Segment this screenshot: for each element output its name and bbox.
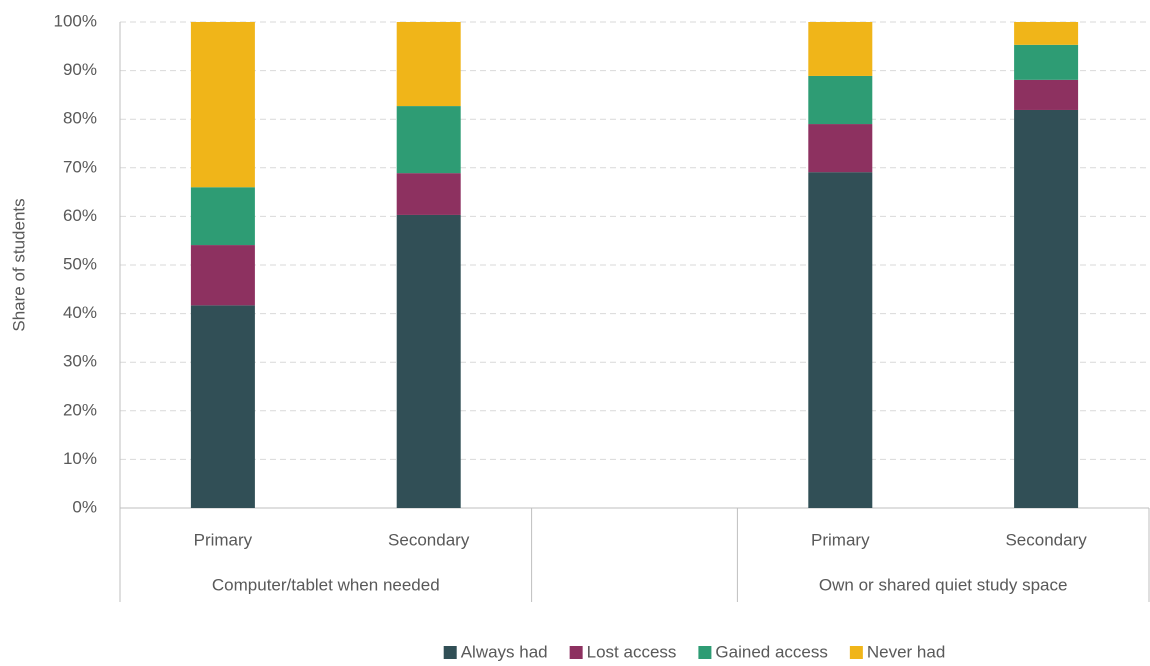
legend-swatch [698, 646, 712, 659]
y-tick-label: 90% [63, 60, 97, 79]
y-tick-label: 100% [54, 11, 97, 30]
bar-segment [190, 305, 255, 508]
bar-segment [1014, 44, 1079, 80]
x-tick-label: Secondary [1005, 530, 1087, 549]
x-tick-label: Primary [811, 530, 870, 549]
legend-label: Never had [867, 642, 945, 661]
y-tick-label: 10% [63, 449, 97, 468]
bar-segment [1014, 79, 1079, 110]
bar-segment [808, 124, 873, 173]
bar-segment [396, 214, 461, 508]
y-tick-label: 30% [63, 352, 97, 371]
x-tick-label: Secondary [388, 530, 470, 549]
legend-label: Lost access [587, 642, 677, 661]
x-tick-label: Primary [194, 530, 253, 549]
y-tick-label: 40% [63, 303, 97, 322]
bar-segment [808, 172, 873, 508]
bar-segment [1014, 22, 1079, 45]
y-tick-label: 20% [63, 400, 97, 419]
group-label: Computer/tablet when needed [212, 575, 440, 594]
y-tick-label: 0% [72, 497, 97, 516]
bar-segment [190, 245, 255, 306]
bar-segment [396, 173, 461, 215]
y-axis-title: Share of students [9, 198, 28, 331]
y-tick-label: 80% [63, 109, 97, 128]
group-label: Own or shared quiet study space [819, 575, 1068, 594]
y-tick-label: 50% [63, 254, 97, 273]
legend-swatch [849, 646, 863, 659]
bar-segment [396, 106, 461, 174]
y-tick-label: 60% [63, 206, 97, 225]
legend-swatch [569, 646, 583, 659]
bar-segment [190, 22, 255, 188]
bar-segment [808, 75, 873, 125]
legend-swatch [443, 646, 457, 659]
legend-label: Always had [461, 642, 548, 661]
bar-segment [1014, 109, 1079, 508]
bar-segment [190, 187, 255, 246]
y-tick-label: 70% [63, 157, 97, 176]
bar-segment [808, 22, 873, 76]
bar-segment [396, 22, 461, 107]
legend-label: Gained access [715, 642, 827, 661]
